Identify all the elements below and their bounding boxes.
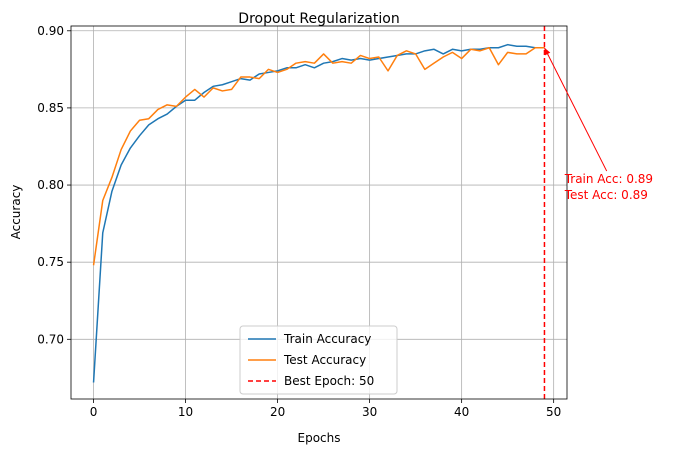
- axis-ticks: 0 10 20 30 40 50 0.70 0.75 0.80 0.85 0.90: [37, 24, 561, 419]
- x-tick-label: 20: [270, 405, 285, 419]
- annotation-arrow: [544, 47, 608, 172]
- legend-best-epoch-label: Best Epoch: 50: [284, 374, 374, 388]
- y-tick-label: 0.85: [37, 101, 64, 115]
- x-tick-label: 40: [454, 405, 469, 419]
- annotation-layer: Train Acc: 0.89 Test Acc: 0.89: [544, 47, 653, 202]
- legend-test-label: Test Accuracy: [283, 353, 366, 367]
- y-tick-label: 0.90: [37, 24, 64, 38]
- x-tick-label: 0: [90, 405, 98, 419]
- y-tick-label: 0.75: [37, 255, 64, 269]
- y-tick-label: 0.70: [37, 332, 64, 346]
- y-axis-label: Accuracy: [9, 185, 23, 240]
- legend: Train Accuracy Test Accuracy Best Epoch:…: [239, 325, 398, 395]
- series-line-test: [92, 47, 545, 266]
- series-layer: [92, 43, 545, 383]
- legend-box: [239, 325, 398, 395]
- y-tick-label: 0.80: [37, 178, 64, 192]
- annotation-test-acc: Test Acc: 0.89: [564, 188, 648, 202]
- annotation-arrowhead: [544, 47, 551, 56]
- x-tick-label: 30: [362, 405, 377, 419]
- plot-frame: [70, 25, 568, 400]
- legend-train-label: Train Accuracy: [283, 332, 371, 346]
- x-tick-label: 50: [546, 405, 561, 419]
- x-axis-label: Epochs: [298, 431, 341, 445]
- x-tick-label: 10: [178, 405, 193, 419]
- series-line-train: [92, 43, 545, 383]
- annotation-train-acc: Train Acc: 0.89: [564, 172, 653, 186]
- chart-title: Dropout Regularization: [238, 11, 399, 27]
- grid-lines: [71, 26, 567, 399]
